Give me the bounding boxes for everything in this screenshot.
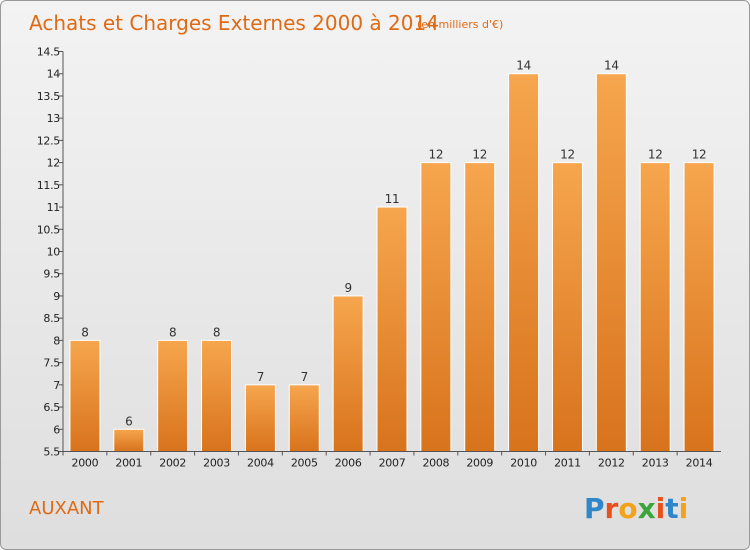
y-tick-label: 6 bbox=[53, 423, 60, 436]
x-tick-label: 2005 bbox=[291, 457, 318, 470]
x-tick-label: 2009 bbox=[466, 457, 493, 470]
bar-2010 bbox=[508, 73, 540, 452]
bar-2012 bbox=[595, 73, 627, 452]
bar-2006 bbox=[332, 295, 364, 453]
x-tick-label: 2013 bbox=[642, 457, 669, 470]
bar-value-label: 7 bbox=[257, 370, 264, 384]
place-label: AUXANT bbox=[29, 498, 105, 519]
logo-letter: i bbox=[679, 492, 689, 525]
bar-value-label: 14 bbox=[516, 59, 531, 73]
bar-2014 bbox=[683, 162, 715, 452]
x-tick-label: 2006 bbox=[335, 457, 362, 470]
bar-2003 bbox=[201, 339, 233, 452]
y-tick-label: 9 bbox=[53, 290, 60, 303]
y-tick-label: 12 bbox=[47, 157, 60, 170]
bar-value-label: 12 bbox=[560, 148, 575, 162]
y-tick-label: 8.5 bbox=[43, 312, 60, 325]
proxiti-logo: Proxiti bbox=[584, 492, 688, 525]
x-tick-label: 2004 bbox=[247, 457, 274, 470]
y-tick-label: 11.5 bbox=[37, 179, 61, 192]
x-tick-label: 2008 bbox=[422, 457, 449, 470]
x-tick-label: 2011 bbox=[554, 457, 581, 470]
bar-2005 bbox=[288, 384, 320, 453]
x-tick-label: 2007 bbox=[379, 457, 406, 470]
bar-value-label: 6 bbox=[125, 414, 132, 428]
y-tick-label: 14.5 bbox=[37, 46, 61, 59]
bars-layer: 8 6 8 8 7 7 9 11 12 12 14 12 14 12 12 bbox=[69, 59, 715, 453]
x-tick-label: 2012 bbox=[598, 457, 625, 470]
y-tick-label: 13.5 bbox=[37, 90, 61, 103]
bar-2009 bbox=[464, 162, 496, 452]
bar-value-label: 7 bbox=[301, 370, 308, 384]
bar-2007 bbox=[376, 206, 408, 452]
bar-2011 bbox=[551, 162, 583, 452]
logo-letter: o bbox=[618, 492, 637, 525]
bar-value-label: 12 bbox=[692, 148, 707, 162]
bar-value-label: 12 bbox=[429, 148, 444, 162]
x-tick-label: 2003 bbox=[203, 457, 230, 470]
y-tick-label: 5.5 bbox=[43, 446, 60, 459]
bar-value-label: 9 bbox=[344, 281, 351, 295]
bar-2004 bbox=[244, 384, 276, 453]
y-tick-label: 13 bbox=[47, 112, 61, 125]
bar-2013 bbox=[639, 162, 671, 452]
bar-2002 bbox=[157, 339, 189, 452]
y-tick-label: 11 bbox=[47, 201, 60, 214]
bar-value-label: 14 bbox=[604, 59, 619, 73]
x-tick-label: 2010 bbox=[510, 457, 537, 470]
y-tick-label: 10.5 bbox=[37, 223, 61, 236]
logo-letter: P bbox=[584, 492, 605, 525]
bar-value-label: 8 bbox=[213, 325, 220, 339]
bar-value-label: 12 bbox=[648, 148, 663, 162]
x-tick-label: 2014 bbox=[686, 457, 713, 470]
logo-letter: r bbox=[605, 492, 619, 525]
bar-2008 bbox=[420, 162, 452, 452]
logo-letter: x bbox=[638, 492, 656, 525]
bar-value-label: 12 bbox=[472, 148, 487, 162]
y-tick-label: 14 bbox=[47, 68, 61, 81]
axis-layer: 5.5 6 6.5 7 7.5 8 8.5 9 9.5 10 10.5 11 11.5 12 12.5 13 1… bbox=[37, 46, 721, 470]
x-tick-label: 2002 bbox=[159, 457, 186, 470]
bar-value-label: 8 bbox=[169, 325, 176, 339]
x-tick-label: 2001 bbox=[115, 457, 142, 470]
y-tick-label: 9.5 bbox=[43, 268, 60, 281]
chart-title: Achats et Charges Externes 2000 à 2014 bbox=[29, 11, 439, 35]
logo-letter: t bbox=[665, 492, 678, 525]
y-tick-label: 12.5 bbox=[37, 134, 61, 147]
x-tick-label: 2000 bbox=[72, 457, 99, 470]
bar-value-label: 8 bbox=[81, 325, 88, 339]
y-tick-label: 7 bbox=[53, 379, 60, 392]
bar-2000 bbox=[69, 339, 101, 452]
y-tick-label: 7.5 bbox=[43, 357, 60, 370]
bar-value-label: 11 bbox=[385, 192, 400, 206]
bar-2001 bbox=[113, 428, 145, 452]
y-tick-label: 6.5 bbox=[43, 401, 60, 414]
logo-letter: i bbox=[656, 492, 666, 525]
y-tick-label: 8 bbox=[53, 334, 60, 347]
chart-subtitle: (en milliers d'€) bbox=[417, 18, 503, 31]
y-tick-label: 10 bbox=[47, 246, 61, 259]
